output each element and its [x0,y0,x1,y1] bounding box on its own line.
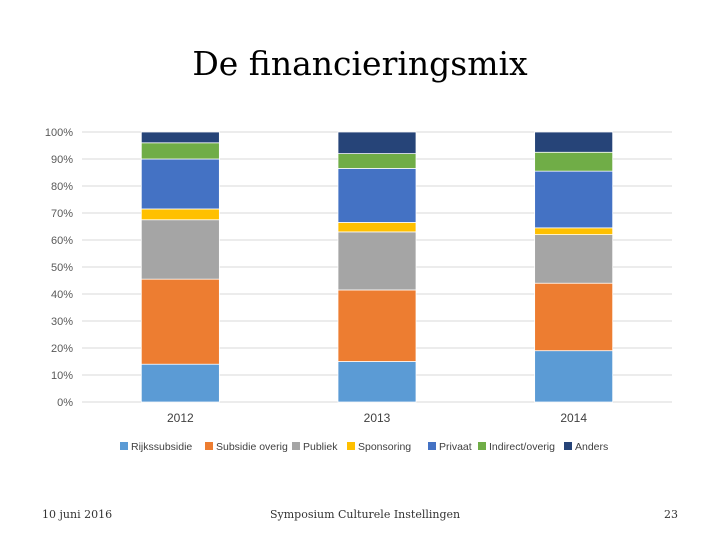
legend-swatch [428,442,436,450]
legend-swatch [205,442,213,450]
y-tick-label: 10% [51,370,73,382]
legend-label: Privaat [439,441,472,453]
legend: Rijkssubsidie Subsidie overig Publiek Spons… [120,441,608,453]
legend-label: Subsidie overig [216,441,288,453]
bar-segment-subsidie-overig-2012 [140,278,220,365]
bar-segment-privaat-2013 [337,168,417,223]
bar-segment-anders-2014 [534,131,614,153]
legend-swatch [347,442,355,450]
x-tick-label: 2012 [167,411,194,425]
bar-segment-indirect-overig-2013 [337,153,417,169]
legend-swatch [564,442,572,450]
y-tick-label: 30% [51,316,73,328]
bar-segment-sponsoring-2012 [140,208,220,221]
y-tick-label: 80% [51,181,73,193]
y-axis-ticks: 0% 10% 20% 30% 40% 50% 60% 70% 80% 90% 100% [45,127,73,409]
bar-segment-privaat-2014 [534,170,614,229]
y-tick-label: 40% [51,289,73,301]
bar-segment-indirect-overig-2012 [140,142,220,160]
page-number: 23 [664,508,678,521]
y-tick-label: 60% [51,235,73,247]
y-tick-label: 20% [51,343,73,355]
bar-segment-publiek-2013 [337,231,417,291]
footer-date: 10 juni 2016 [42,508,113,521]
footer-event: Symposium Culturele Instellingen [270,508,461,521]
y-tick-label: 70% [51,208,73,220]
bar-segment-publiek-2014 [534,234,614,284]
y-tick-label: 90% [51,154,73,166]
bar-segment-publiek-2012 [140,219,220,280]
x-tick-label: 2013 [364,411,391,425]
bar-segment-indirect-overig-2014 [534,151,614,172]
legend-label: Sponsoring [358,441,411,453]
bar-segment-anders-2012 [140,131,220,144]
y-tick-label: 50% [51,262,73,274]
y-tick-label: 0% [57,397,73,409]
legend-label: Rijkssubsidie [131,441,192,453]
bar-segment-rijkssubsidie-2013 [337,361,417,403]
bar-segment-anders-2013 [337,131,417,154]
bar-segment-sponsoring-2014 [534,227,614,235]
legend-swatch [120,442,128,450]
bar-segment-rijkssubsidie-2014 [534,350,614,403]
y-tick-label: 100% [45,127,73,139]
bar-segment-sponsoring-2013 [337,222,417,233]
legend-swatch [292,442,300,450]
legend-label: Publiek [303,441,338,453]
slide-title: De financieringsmix [192,44,528,83]
bars [140,131,614,403]
bar-segment-subsidie-overig-2014 [534,282,614,352]
x-axis-ticks: 2012 2013 2014 [167,411,587,425]
legend-label: Anders [575,441,608,453]
bar-segment-rijkssubsidie-2012 [140,363,220,403]
bar-segment-privaat-2012 [140,158,220,210]
legend-swatch [478,442,486,450]
legend-label: Indirect/overig [489,441,555,453]
bar-segment-subsidie-overig-2013 [337,289,417,362]
x-tick-label: 2014 [560,411,587,425]
stacked-bar-chart: 0%10%20%30%40%50%60%70%80%90%100% 2012 20… [45,127,672,453]
